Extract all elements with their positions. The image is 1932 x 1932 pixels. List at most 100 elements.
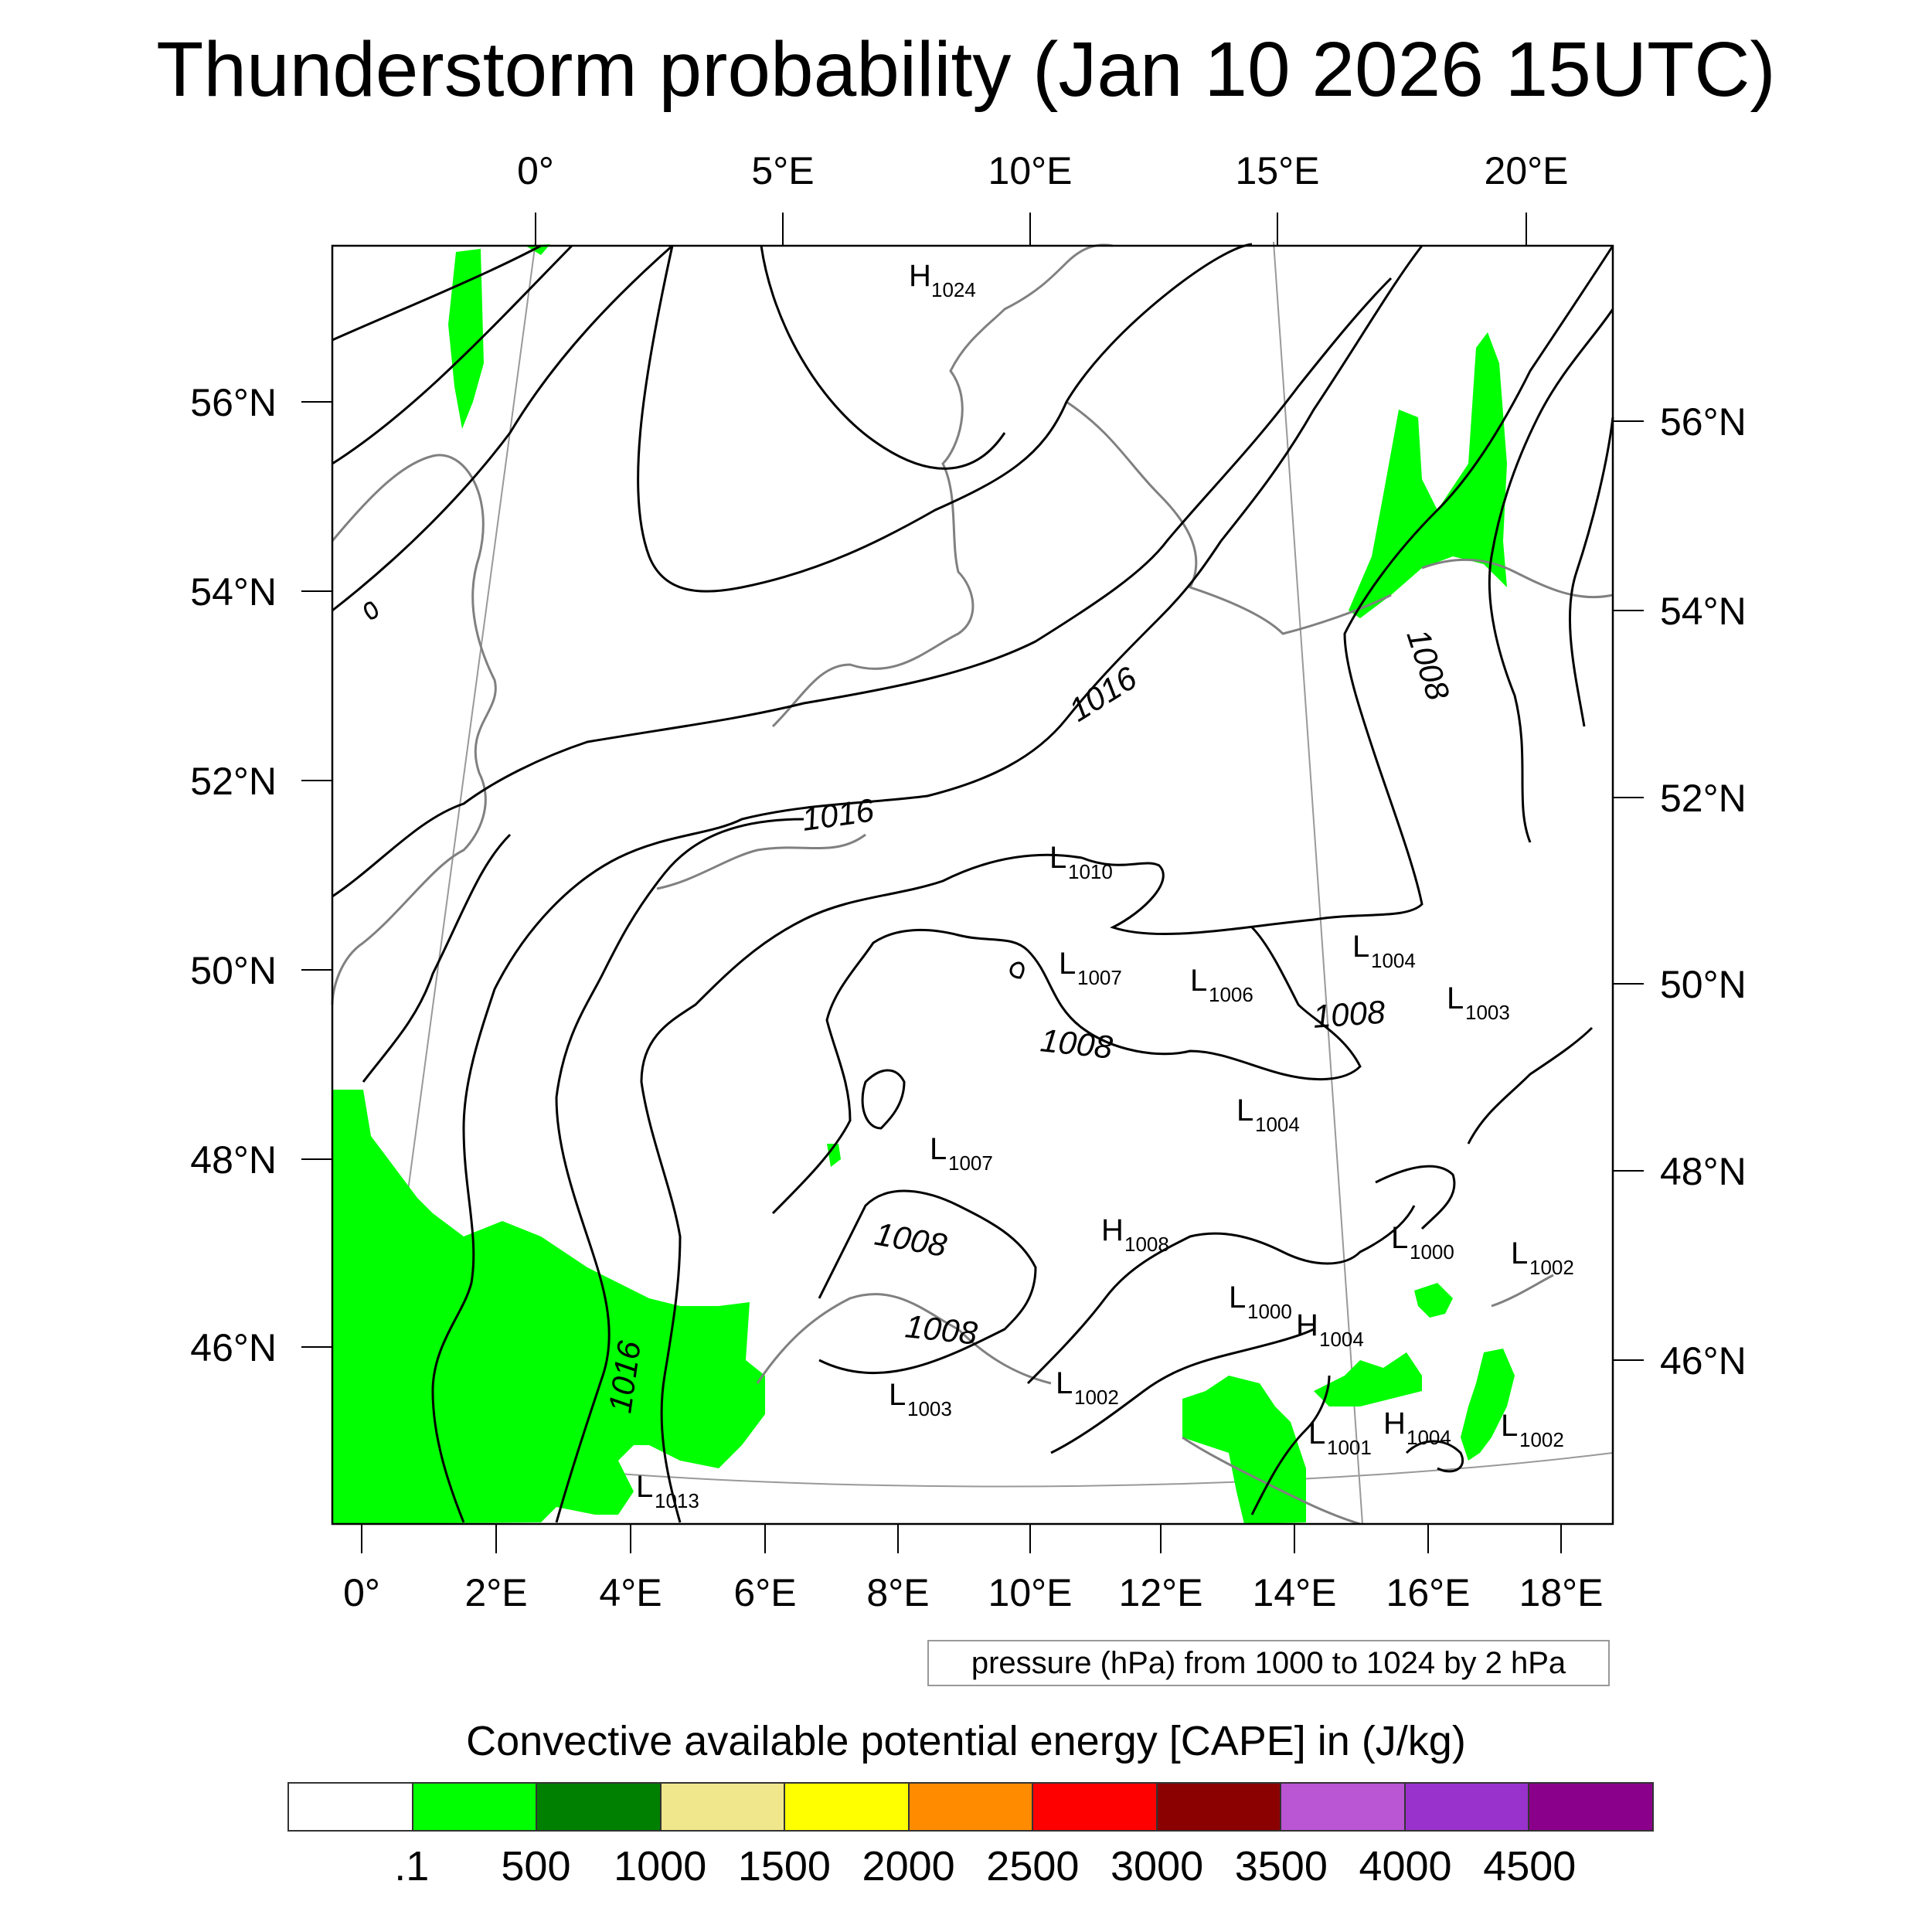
pressure-centers: H 1024 L 1010 L 1007 L 1006 L 1004 L 1003 L 100… [636, 259, 1574, 1512]
svg-text:1002: 1002 [1529, 1256, 1574, 1279]
isobars [332, 243, 1614, 1523]
cape-region-hungary [1414, 1283, 1453, 1318]
svg-text:1010: 1010 [1068, 860, 1113, 883]
svg-text:H: H [1383, 1406, 1406, 1440]
pressure-center: L 1002 [1511, 1236, 1574, 1279]
map-frame [331, 244, 1614, 1526]
svg-text:1004: 1004 [1371, 949, 1416, 972]
svg-text:1004: 1004 [1255, 1113, 1300, 1136]
bottom-lon-label: 12°E [1119, 1571, 1203, 1614]
cape-colorbar [287, 1782, 1654, 1832]
colorbar-swatch [784, 1784, 908, 1830]
colorbar-label: .1 [394, 1843, 430, 1889]
colorbar-label: 1000 [614, 1843, 707, 1889]
svg-text:1000: 1000 [1410, 1240, 1454, 1264]
svg-text:1002: 1002 [1519, 1428, 1564, 1451]
page-title: Thunderstorm probability (Jan 10 2026 15… [156, 26, 1776, 113]
top-lon-label: 5°E [751, 149, 814, 192]
pressure-center: H 1008 [1101, 1213, 1169, 1256]
left-lat-label: 56°N [190, 381, 277, 424]
top-lon-labels: 0° 5°E 10°E 15°E 20°E [517, 149, 1568, 192]
right-lat-label: 54°N [1660, 590, 1747, 633]
tick-marks [301, 213, 1644, 1553]
left-lat-label: 52°N [190, 760, 277, 803]
svg-text:L: L [889, 1378, 906, 1412]
svg-text:L: L [1447, 981, 1464, 1015]
svg-text:1004: 1004 [1319, 1328, 1364, 1351]
isobar-label: 1008 [1311, 994, 1386, 1035]
colorbar-label: 4500 [1483, 1843, 1577, 1889]
isobar-label: 1008 [872, 1216, 950, 1264]
isobar-label: 1008 [1039, 1022, 1114, 1066]
pressure-center: H 1024 [909, 259, 976, 301]
colorbar-swatch [659, 1784, 784, 1830]
svg-text:L: L [1059, 947, 1076, 981]
bottom-lon-label: 4°E [599, 1571, 662, 1614]
left-lat-labels: 56°N 54°N 52°N 50°N 48°N 46°N [190, 381, 277, 1369]
bottom-lon-label: 16°E [1386, 1571, 1471, 1614]
svg-text:H: H [909, 259, 931, 293]
svg-text:1024: 1024 [931, 278, 976, 301]
svg-text:1003: 1003 [1465, 1001, 1510, 1024]
left-lat-label: 54°N [190, 570, 277, 614]
svg-text:1001: 1001 [1327, 1436, 1372, 1459]
colorbar-swatch [289, 1784, 412, 1830]
right-lat-labels: 56°N 54°N 52°N 50°N 48°N 46°N [1660, 400, 1747, 1383]
bottom-lon-label: 6°E [733, 1571, 796, 1614]
colorbar-swatch [1032, 1784, 1156, 1830]
colorbar-label: 1500 [737, 1843, 831, 1889]
cape-region-baltic [1349, 332, 1507, 618]
pressure-center: L 1002 [1056, 1366, 1119, 1409]
bottom-lon-label: 2°E [464, 1571, 527, 1614]
top-lon-label: 20°E [1485, 149, 1569, 192]
cape-colorbar-title: Convective available potential energy [C… [466, 1718, 1466, 1764]
svg-text:L: L [1308, 1417, 1325, 1451]
pressure-center: H 1004 [1383, 1406, 1451, 1449]
colorbar-swatch [1403, 1784, 1529, 1830]
svg-text:1003: 1003 [907, 1397, 952, 1420]
bottom-lon-label: 8°E [866, 1571, 929, 1614]
isobar-label: 1016 [800, 791, 877, 838]
isobar-label: 1016 [1063, 659, 1144, 729]
svg-text:1007: 1007 [948, 1151, 993, 1175]
svg-text:1008: 1008 [1124, 1233, 1169, 1256]
pressure-center: L 1006 [1190, 964, 1253, 1006]
pressure-center: L 1003 [889, 1378, 952, 1420]
pressure-center: L 1004 [1352, 930, 1416, 972]
top-lon-label: 0° [517, 149, 554, 192]
right-lat-label: 50°N [1660, 963, 1747, 1006]
svg-text:L: L [1049, 841, 1066, 875]
cape-region-adriatic [1314, 1352, 1422, 1406]
svg-text:L: L [1056, 1366, 1073, 1400]
cape-region-north-sea [448, 249, 484, 429]
cape-region-north-sea-2 [526, 244, 550, 255]
svg-text:L: L [1236, 1094, 1253, 1128]
pressure-center: L 1002 [1501, 1409, 1564, 1451]
colorbar-label: 500 [501, 1843, 571, 1889]
pressure-center: L 1000 [1229, 1281, 1292, 1323]
svg-text:H: H [1296, 1308, 1318, 1342]
svg-text:H: H [1101, 1213, 1124, 1247]
left-lat-label: 48°N [190, 1138, 277, 1182]
cape-fill [332, 244, 1515, 1524]
colorbar-swatch [1528, 1784, 1653, 1830]
pressure-center: L 1007 [930, 1132, 993, 1175]
svg-text:L: L [636, 1470, 653, 1504]
bottom-lon-label: 10°E [988, 1571, 1073, 1614]
pressure-center: L 1007 [1059, 947, 1122, 989]
colorbar-swatch [536, 1784, 660, 1830]
bottom-lon-label: 18°E [1519, 1571, 1604, 1614]
isobar-label: 1008 [903, 1308, 979, 1352]
colorbar-label: 2000 [862, 1843, 955, 1889]
coastlines [331, 243, 1614, 1526]
svg-text:L: L [1511, 1236, 1528, 1270]
bottom-lon-label: 14°E [1253, 1571, 1337, 1614]
svg-text:L: L [1229, 1281, 1246, 1315]
isobar-label: 1008 [1400, 624, 1457, 705]
svg-text:L: L [1391, 1221, 1408, 1255]
svg-text:1007: 1007 [1077, 966, 1122, 989]
pressure-center: L 1010 [1049, 841, 1113, 883]
colorbar-label: 4000 [1359, 1843, 1452, 1889]
svg-text:1000: 1000 [1247, 1300, 1292, 1323]
